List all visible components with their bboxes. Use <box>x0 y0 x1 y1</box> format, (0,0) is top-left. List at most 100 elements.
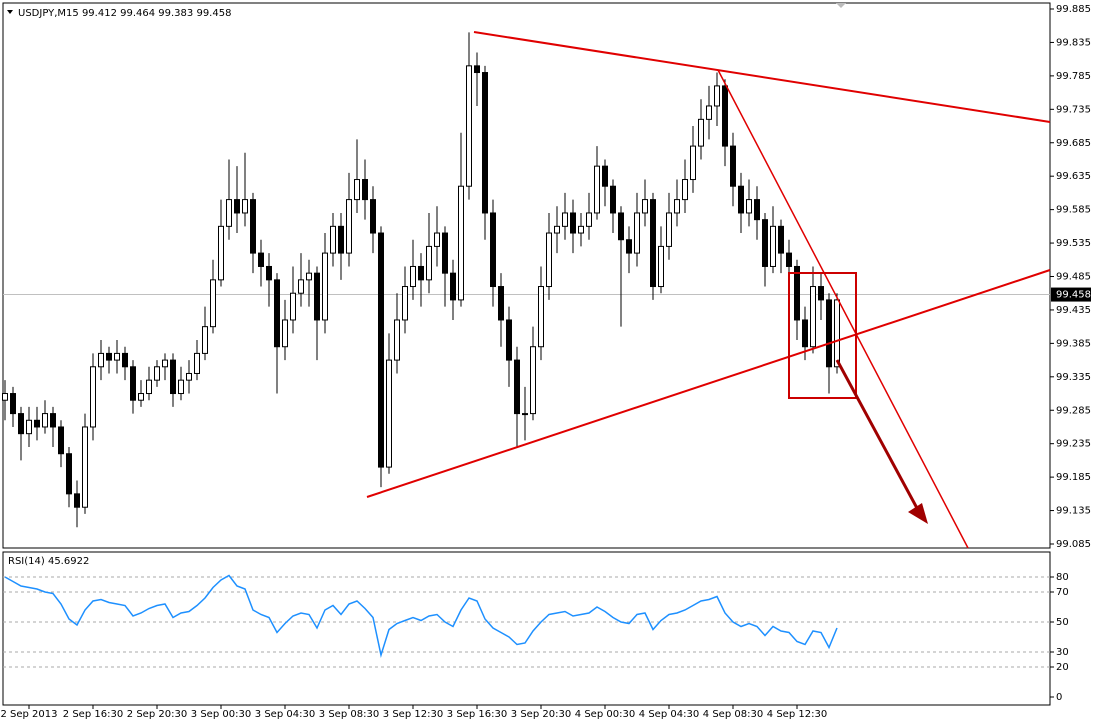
candle-body <box>114 352 120 361</box>
candle-body <box>386 359 392 468</box>
candle-body <box>426 245 432 281</box>
candle-body <box>138 393 144 401</box>
candle-body <box>234 199 240 214</box>
candle-body <box>170 359 176 395</box>
candle-body <box>218 225 224 281</box>
candle-body <box>818 286 824 301</box>
x-tick-label: 4 Sep 12:30 <box>767 709 827 720</box>
candle-body <box>322 252 328 321</box>
candle-body <box>586 212 592 227</box>
candle-body <box>370 199 376 234</box>
candle-body <box>418 265 424 281</box>
x-tick-label: 3 Sep 12:30 <box>383 709 443 720</box>
trend-line <box>717 69 969 549</box>
candle-body <box>226 199 232 227</box>
y-tick-label: 99.235 <box>1056 439 1091 450</box>
trend-line <box>366 269 1051 498</box>
arrow-head <box>908 503 928 524</box>
candle-body <box>202 326 208 354</box>
candle-body <box>2 393 8 401</box>
candle-body <box>666 212 672 247</box>
menu-triangle <box>7 10 13 14</box>
x-tick-label: 4 Sep 04:30 <box>639 709 699 720</box>
x-tick-label: 4 Sep 08:30 <box>703 709 763 720</box>
candle-body <box>330 225 336 254</box>
x-tick-label: 2 Sep 16:30 <box>63 709 123 720</box>
candle-body <box>474 65 480 74</box>
candle-body <box>602 165 608 187</box>
candle-body <box>354 179 360 201</box>
y-tick-label: 70 <box>1056 587 1069 598</box>
candle-body <box>802 319 808 348</box>
candle-body <box>266 265 272 281</box>
candle-body <box>634 212 640 254</box>
y-tick-label: 99.635 <box>1056 171 1091 182</box>
candle-body <box>130 366 136 401</box>
candle-body <box>538 286 544 348</box>
candle-body <box>594 165 600 214</box>
candle-body <box>250 199 256 254</box>
y-tick-label: 99.135 <box>1056 506 1091 517</box>
candle-body <box>554 225 560 234</box>
candle-body <box>58 426 64 455</box>
candle-body <box>274 279 280 348</box>
y-tick-label: 99.385 <box>1056 338 1091 349</box>
candle-body <box>298 279 304 294</box>
x-tick-label: 3 Sep 20:30 <box>511 709 571 720</box>
candle-body <box>506 319 512 361</box>
y-tick-label: 99.885 <box>1056 4 1091 15</box>
candle-body <box>394 319 400 361</box>
y-tick-label: 50 <box>1056 617 1069 628</box>
candle-body <box>402 286 408 321</box>
chart-title: USDJPY,M15 99.412 99.464 99.383 99.458 <box>18 8 231 19</box>
candle-body <box>162 359 168 368</box>
candle-body <box>562 212 568 227</box>
highlight-box <box>788 272 857 399</box>
candle-body <box>82 426 88 508</box>
x-tick-label: 3 Sep 16:30 <box>447 709 507 720</box>
y-tick-label: 99.585 <box>1056 205 1091 216</box>
candle-body <box>530 346 536 415</box>
candle-body <box>154 366 160 381</box>
candle-body <box>346 199 352 254</box>
candle-body <box>242 199 248 214</box>
candle-body <box>26 419 32 435</box>
candle-body <box>66 453 72 495</box>
candle-body <box>34 419 40 428</box>
x-tick-label: 3 Sep 00:30 <box>191 709 251 720</box>
candle-body <box>458 185 464 301</box>
y-tick-label: 99.535 <box>1056 238 1091 249</box>
candle-body <box>762 219 768 267</box>
candle-body <box>210 279 216 328</box>
candle-body <box>490 212 496 288</box>
candle-body <box>770 225 776 267</box>
candle-body <box>626 239 632 254</box>
candle-body <box>74 493 80 508</box>
y-tick-label: 99.735 <box>1056 104 1091 115</box>
plot: 99.885 99.835 99.785 99.735 99.685 99.635 99.5… <box>0 4 1091 720</box>
candle-body <box>146 379 152 395</box>
candle-body <box>738 185 744 214</box>
y-tick-label: 30 <box>1056 647 1069 658</box>
candle-body <box>546 232 552 288</box>
candle-body <box>450 272 456 301</box>
candle-body <box>714 85 720 107</box>
candle-body <box>778 225 784 254</box>
candle-body <box>50 413 56 428</box>
candle-body <box>698 118 704 147</box>
candle-body <box>754 199 760 221</box>
candle-body <box>10 393 16 415</box>
candle-body <box>682 179 688 201</box>
candle-body <box>314 272 320 321</box>
y-tick-label: 99.485 <box>1056 272 1091 283</box>
candle-body <box>466 65 472 187</box>
candle-body <box>90 366 96 428</box>
y-tick-label: 99.185 <box>1056 472 1091 483</box>
candle-body <box>338 225 344 254</box>
x-tick-label: 2 Sep 20:30 <box>127 709 187 720</box>
rsi-line <box>4 574 838 658</box>
y-tick-label: 99.285 <box>1056 405 1091 416</box>
candle-body <box>122 352 128 368</box>
y-tick-label: 99.085 <box>1056 539 1091 550</box>
